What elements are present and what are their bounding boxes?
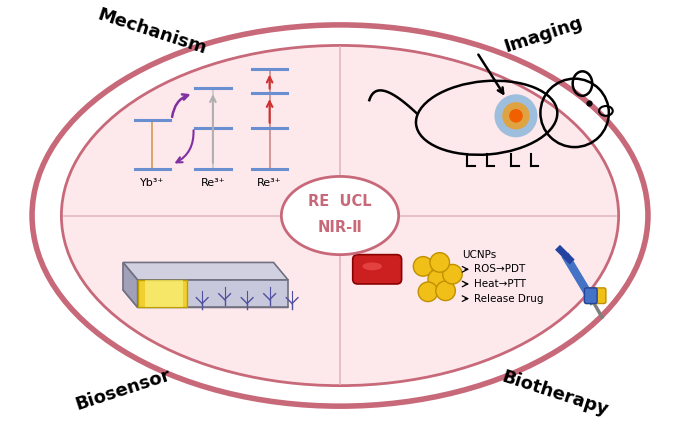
Polygon shape <box>137 280 188 307</box>
Text: Re³⁺: Re³⁺ <box>257 178 282 188</box>
Text: Mechanism: Mechanism <box>95 6 209 58</box>
FancyBboxPatch shape <box>584 288 597 303</box>
Text: RE  UCL: RE UCL <box>308 194 372 210</box>
Text: Biotherapy: Biotherapy <box>499 368 611 419</box>
Polygon shape <box>146 280 183 307</box>
Text: Imaging: Imaging <box>502 14 585 56</box>
Text: Biosensor: Biosensor <box>73 366 173 414</box>
Circle shape <box>509 109 523 123</box>
FancyBboxPatch shape <box>584 288 606 303</box>
Circle shape <box>428 269 447 289</box>
Circle shape <box>436 281 456 300</box>
Text: Heat→PTT: Heat→PTT <box>474 279 526 289</box>
Polygon shape <box>137 280 288 307</box>
Circle shape <box>443 264 462 284</box>
Polygon shape <box>123 290 288 307</box>
Circle shape <box>494 94 537 137</box>
Circle shape <box>418 282 438 302</box>
Polygon shape <box>123 263 288 280</box>
Text: Re³⁺: Re³⁺ <box>201 178 225 188</box>
Ellipse shape <box>61 45 619 385</box>
Circle shape <box>413 257 433 276</box>
Text: NIR-Ⅱ: NIR-Ⅱ <box>318 220 362 235</box>
Text: Yb³⁺: Yb³⁺ <box>140 178 165 188</box>
Text: UCNPs: UCNPs <box>462 249 496 260</box>
Circle shape <box>430 253 449 272</box>
Ellipse shape <box>282 176 398 255</box>
Text: ROS→PDT: ROS→PDT <box>474 264 525 274</box>
Ellipse shape <box>362 263 382 270</box>
Text: Release Drug: Release Drug <box>474 294 543 303</box>
Ellipse shape <box>32 25 648 406</box>
Circle shape <box>503 102 530 130</box>
FancyBboxPatch shape <box>353 255 402 284</box>
Polygon shape <box>123 263 137 307</box>
